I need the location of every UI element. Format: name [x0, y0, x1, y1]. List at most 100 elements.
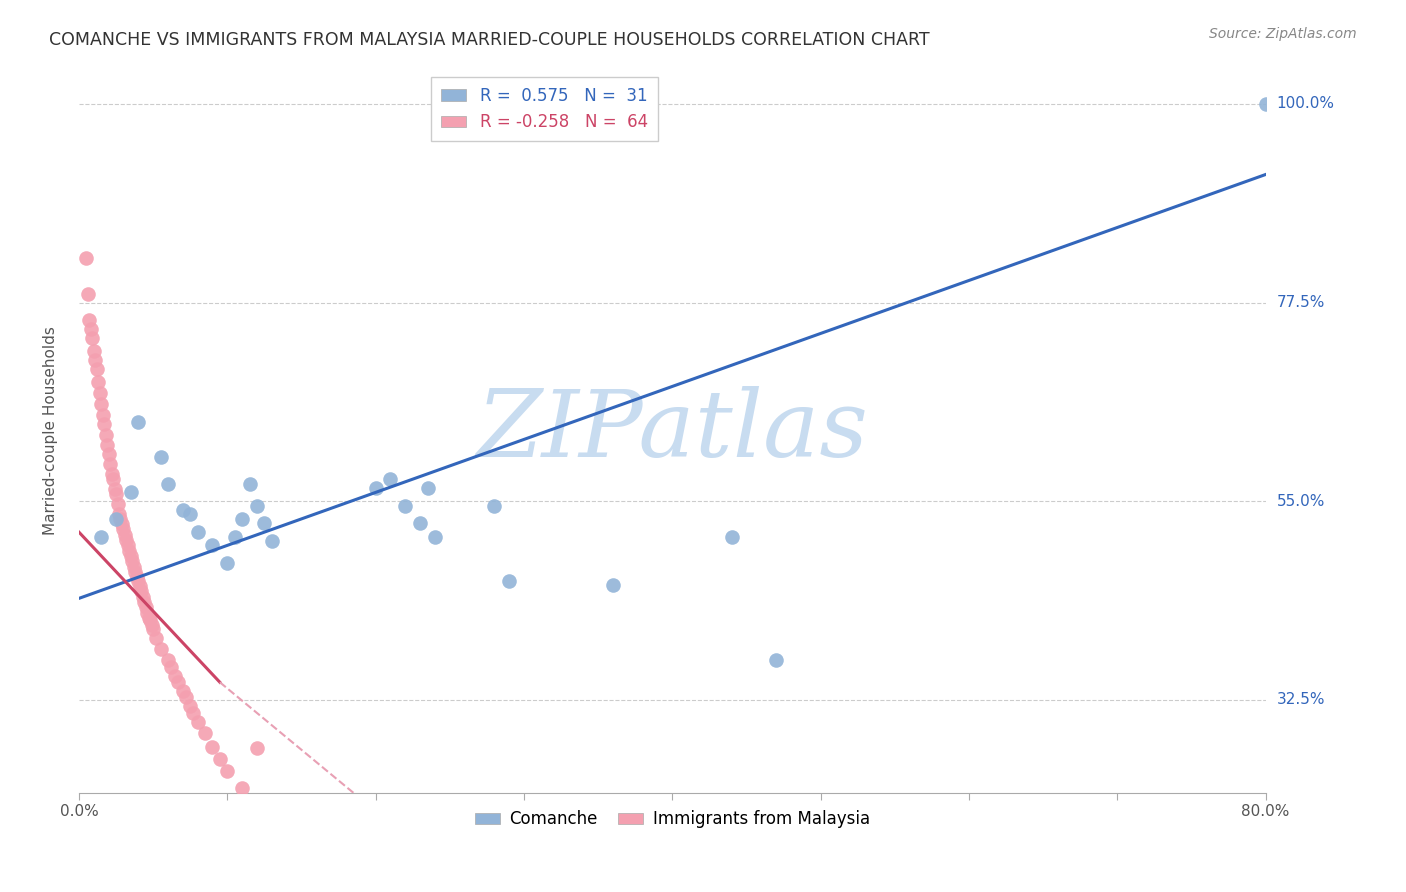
Point	[135, 600, 157, 615]
Point	[80, 322, 103, 336]
Point	[94, 428, 117, 442]
Point	[181, 706, 204, 721]
Point	[1254, 96, 1277, 111]
Point	[134, 595, 156, 609]
Point	[416, 481, 439, 495]
Point	[364, 481, 387, 495]
Point	[165, 669, 187, 683]
Point	[124, 565, 146, 579]
Point	[160, 660, 183, 674]
Point	[127, 574, 149, 588]
Point	[129, 584, 152, 599]
Point	[79, 313, 101, 327]
Point	[101, 472, 124, 486]
Point	[114, 528, 136, 542]
Point	[380, 472, 402, 486]
Point	[132, 590, 155, 604]
Point	[138, 611, 160, 625]
Text: ZIPatlas: ZIPatlas	[477, 385, 869, 475]
Point	[91, 408, 114, 422]
Point	[423, 530, 446, 544]
Point	[100, 467, 122, 481]
Point	[82, 331, 104, 345]
Point	[167, 675, 190, 690]
Point	[179, 508, 201, 522]
Point	[87, 375, 110, 389]
Point	[76, 286, 98, 301]
Point	[217, 556, 239, 570]
Text: 77.5%: 77.5%	[1277, 295, 1324, 310]
Point	[409, 516, 432, 531]
Point	[187, 525, 209, 540]
Point	[142, 622, 165, 636]
Point	[602, 578, 624, 592]
Point	[394, 499, 416, 513]
Point	[765, 653, 787, 667]
Point	[136, 606, 159, 620]
Point	[122, 559, 145, 574]
Point	[208, 752, 231, 766]
Point	[201, 739, 224, 754]
Point	[179, 699, 201, 714]
Point	[125, 570, 148, 584]
Point	[246, 499, 269, 513]
Point	[105, 487, 128, 501]
Text: 32.5%: 32.5%	[1277, 692, 1326, 707]
Point	[246, 741, 269, 756]
Point	[90, 397, 112, 411]
Point	[498, 574, 520, 588]
Point	[83, 344, 105, 359]
Point	[253, 516, 276, 531]
Point	[194, 725, 217, 739]
Point	[141, 618, 163, 632]
Point	[75, 252, 97, 266]
Point	[118, 543, 141, 558]
Point	[149, 641, 172, 656]
Point	[105, 512, 128, 526]
Point	[112, 523, 135, 537]
Point	[86, 361, 108, 376]
Point	[121, 554, 143, 568]
Point	[128, 579, 150, 593]
Point	[720, 530, 742, 544]
Text: 100.0%: 100.0%	[1277, 96, 1334, 112]
Point	[117, 538, 139, 552]
Text: Source: ZipAtlas.com: Source: ZipAtlas.com	[1209, 27, 1357, 41]
Point	[84, 353, 107, 368]
Y-axis label: Married-couple Households: Married-couple Households	[44, 326, 58, 535]
Point	[110, 512, 132, 526]
Point	[97, 447, 120, 461]
Point	[103, 482, 125, 496]
Point	[187, 714, 209, 729]
Point	[238, 476, 260, 491]
Point	[93, 417, 115, 432]
Point	[127, 415, 149, 429]
Point	[217, 764, 239, 778]
Point	[115, 533, 138, 547]
Point	[107, 497, 129, 511]
Point	[201, 538, 224, 552]
Point	[224, 530, 246, 544]
Point	[149, 450, 172, 464]
Point	[172, 684, 194, 698]
Text: COMANCHE VS IMMIGRANTS FROM MALAYSIA MARRIED-COUPLE HOUSEHOLDS CORRELATION CHART: COMANCHE VS IMMIGRANTS FROM MALAYSIA MAR…	[49, 31, 929, 49]
Point	[89, 386, 111, 401]
Legend: Comanche, Immigrants from Malaysia: Comanche, Immigrants from Malaysia	[468, 804, 877, 835]
Point	[120, 485, 142, 500]
Point	[111, 517, 134, 532]
Point	[156, 653, 179, 667]
Text: 55.0%: 55.0%	[1277, 494, 1324, 508]
Point	[98, 457, 121, 471]
Point	[231, 781, 253, 796]
Point	[139, 614, 162, 628]
Point	[145, 631, 167, 645]
Point	[120, 549, 142, 563]
Point	[108, 507, 131, 521]
Point	[484, 499, 506, 513]
Point	[260, 533, 283, 548]
Point	[156, 476, 179, 491]
Point	[231, 512, 253, 526]
Point	[90, 530, 112, 544]
Point	[174, 690, 197, 705]
Point	[172, 503, 194, 517]
